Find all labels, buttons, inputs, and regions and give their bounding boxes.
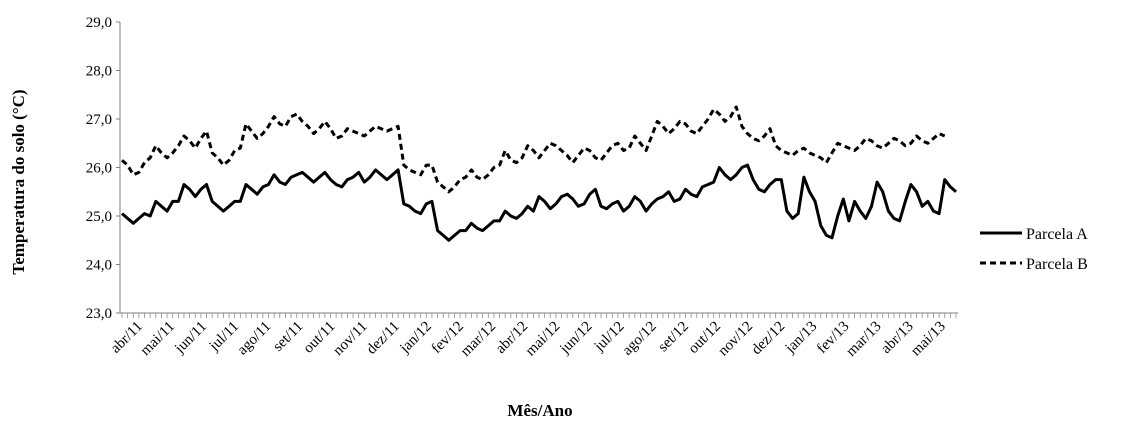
x-axis-title: Mês/Ano — [507, 401, 572, 420]
y-tick-label: 29,0 — [86, 15, 112, 31]
x-tick-label: ago/12 — [620, 319, 660, 359]
x-tick-label: set/12 — [655, 319, 692, 356]
series-line-parcela-b — [121, 105, 946, 194]
x-tick-label: set/11 — [270, 319, 306, 355]
x-tick-label: dez/12 — [749, 319, 789, 359]
x-tick-label: jan/12 — [396, 319, 435, 358]
x-tick-label: mai/13 — [908, 319, 949, 360]
series-layer — [121, 105, 957, 242]
legend: Parcela A Parcela B — [980, 226, 1088, 273]
legend-label-parcela-b: Parcela B — [1026, 256, 1088, 273]
x-tick-labels: abr/11mai/11jun/11jul/11ago/11set/11out/… — [108, 319, 949, 360]
x-tick-label: jun/12 — [556, 319, 595, 358]
y-ticks: 23,0 24,0 25,0 26,0 27,0 28,0 29,0 — [86, 15, 120, 322]
y-tick-label: 25,0 — [86, 209, 112, 225]
x-tick-label: nov/12 — [715, 319, 756, 360]
x-tick-label: ago/11 — [235, 319, 275, 359]
x-tick-label: nov/11 — [330, 319, 370, 359]
x-tick-label: mai/11 — [138, 319, 178, 359]
x-tick-label: mai/12 — [523, 319, 564, 360]
y-tick-label: 23,0 — [86, 306, 112, 322]
x-tick-label: mar/13 — [843, 319, 884, 360]
x-tick-label: dez/11 — [364, 319, 403, 358]
y-tick-label: 24,0 — [86, 258, 112, 274]
axes: 23,0 24,0 25,0 26,0 27,0 28,0 29,0 abr/11mai/1… — [86, 15, 958, 360]
x-tick-label: mar/12 — [458, 319, 499, 360]
y-tick-label: 27,0 — [86, 112, 112, 128]
x-minor-ticks — [121, 313, 957, 318]
y-axis-title: Temperatura do solo (°C) — [9, 89, 28, 274]
x-tick-label: jan/13 — [782, 319, 821, 358]
legend-label-parcela-a: Parcela A — [1026, 226, 1088, 243]
y-tick-label: 26,0 — [86, 161, 112, 177]
series-line-parcela-a — [121, 163, 957, 242]
y-tick-label: 28,0 — [86, 64, 112, 80]
x-tick-label: jun/11 — [171, 319, 210, 358]
